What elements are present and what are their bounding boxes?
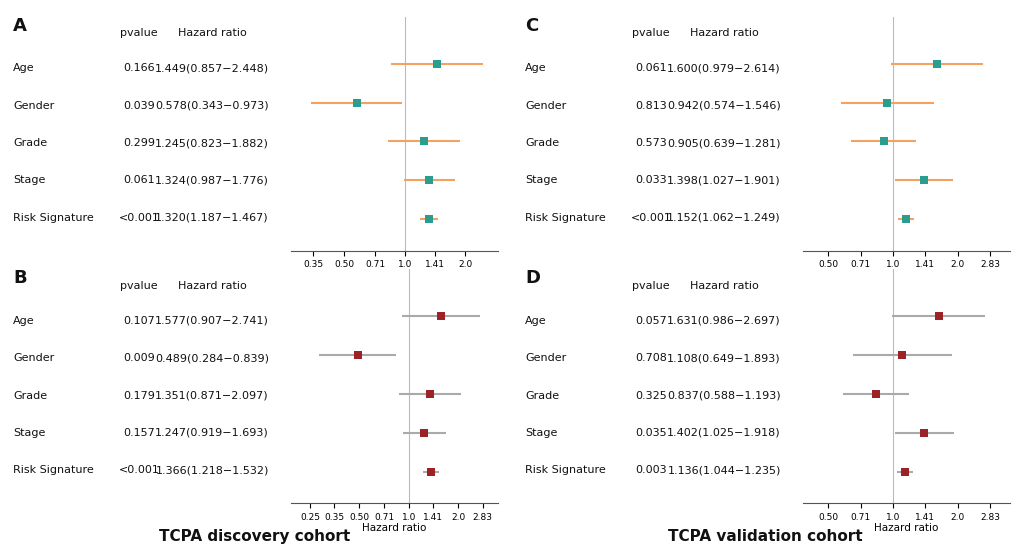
Text: <0.001: <0.001 bbox=[118, 465, 159, 475]
Text: 1.366(1.218−1.532): 1.366(1.218−1.532) bbox=[155, 465, 268, 475]
Text: pvalue: pvalue bbox=[120, 281, 158, 291]
Text: TCPA discovery cohort: TCPA discovery cohort bbox=[159, 529, 351, 544]
Text: C: C bbox=[525, 17, 538, 35]
Text: B: B bbox=[13, 269, 26, 287]
Text: Gender: Gender bbox=[525, 353, 566, 363]
Text: Stage: Stage bbox=[13, 176, 45, 186]
Text: 0.107: 0.107 bbox=[123, 316, 155, 326]
Text: 0.299: 0.299 bbox=[123, 138, 155, 148]
Text: 1.247(0.919−1.693): 1.247(0.919−1.693) bbox=[155, 428, 269, 438]
Text: Stage: Stage bbox=[525, 428, 556, 438]
Text: 0.166: 0.166 bbox=[123, 63, 155, 73]
Text: 0.905(0.639−1.281): 0.905(0.639−1.281) bbox=[666, 138, 781, 148]
Text: 0.837(0.588−1.193): 0.837(0.588−1.193) bbox=[666, 391, 781, 401]
Text: 1.320(1.187−1.467): 1.320(1.187−1.467) bbox=[155, 213, 269, 223]
Text: Gender: Gender bbox=[13, 353, 54, 363]
Text: 1.324(0.987−1.776): 1.324(0.987−1.776) bbox=[155, 176, 269, 186]
Text: 1.449(0.857−2.448): 1.449(0.857−2.448) bbox=[155, 63, 269, 73]
Text: <0.001: <0.001 bbox=[118, 213, 159, 223]
Text: A: A bbox=[13, 17, 26, 35]
Text: 1.577(0.907−2.741): 1.577(0.907−2.741) bbox=[155, 316, 269, 326]
Text: Age: Age bbox=[13, 316, 35, 326]
Text: Stage: Stage bbox=[525, 176, 556, 186]
Text: 1.351(0.871−2.097): 1.351(0.871−2.097) bbox=[155, 391, 269, 401]
Text: 0.009: 0.009 bbox=[123, 353, 155, 363]
Text: Stage: Stage bbox=[13, 428, 45, 438]
Text: 0.573: 0.573 bbox=[635, 138, 666, 148]
Text: 0.708: 0.708 bbox=[635, 353, 666, 363]
Text: 1.398(1.027−1.901): 1.398(1.027−1.901) bbox=[666, 176, 781, 186]
Text: Grade: Grade bbox=[525, 138, 558, 148]
Text: 0.325: 0.325 bbox=[635, 391, 666, 401]
X-axis label: Hazard ratio: Hazard ratio bbox=[362, 523, 426, 533]
X-axis label: Hazard ratio: Hazard ratio bbox=[362, 271, 426, 281]
Text: 1.631(0.986−2.697): 1.631(0.986−2.697) bbox=[666, 316, 781, 326]
Text: 0.035: 0.035 bbox=[635, 428, 666, 438]
X-axis label: Hazard ratio: Hazard ratio bbox=[873, 271, 937, 281]
Text: Gender: Gender bbox=[13, 101, 54, 111]
Text: Risk Signature: Risk Signature bbox=[525, 213, 605, 223]
Text: Hazard ratio: Hazard ratio bbox=[177, 28, 247, 38]
Text: D: D bbox=[525, 269, 539, 287]
Text: Hazard ratio: Hazard ratio bbox=[689, 281, 758, 291]
Text: Risk Signature: Risk Signature bbox=[525, 465, 605, 475]
Text: pvalue: pvalue bbox=[632, 28, 669, 38]
X-axis label: Hazard ratio: Hazard ratio bbox=[873, 523, 937, 533]
Text: 0.813: 0.813 bbox=[635, 101, 666, 111]
Text: Age: Age bbox=[525, 63, 546, 73]
Text: Age: Age bbox=[525, 316, 546, 326]
Text: 1.402(1.025−1.918): 1.402(1.025−1.918) bbox=[666, 428, 781, 438]
Text: 0.061: 0.061 bbox=[123, 176, 155, 186]
Text: Age: Age bbox=[13, 63, 35, 73]
Text: 0.157: 0.157 bbox=[123, 428, 155, 438]
Text: Gender: Gender bbox=[525, 101, 566, 111]
Text: 0.942(0.574−1.546): 0.942(0.574−1.546) bbox=[666, 101, 781, 111]
Text: 0.061: 0.061 bbox=[635, 63, 666, 73]
Text: 1.152(1.062−1.249): 1.152(1.062−1.249) bbox=[666, 213, 781, 223]
Text: 0.179: 0.179 bbox=[123, 391, 155, 401]
Text: 0.003: 0.003 bbox=[635, 465, 666, 475]
Text: 1.108(0.649−1.893): 1.108(0.649−1.893) bbox=[666, 353, 781, 363]
Text: Hazard ratio: Hazard ratio bbox=[689, 28, 758, 38]
Text: Grade: Grade bbox=[13, 138, 47, 148]
Text: Risk Signature: Risk Signature bbox=[13, 213, 94, 223]
Text: pvalue: pvalue bbox=[120, 28, 158, 38]
Text: pvalue: pvalue bbox=[632, 281, 669, 291]
Text: 0.578(0.343−0.973): 0.578(0.343−0.973) bbox=[155, 101, 269, 111]
Text: 0.039: 0.039 bbox=[123, 101, 155, 111]
Text: Risk Signature: Risk Signature bbox=[13, 465, 94, 475]
Text: 1.245(0.823−1.882): 1.245(0.823−1.882) bbox=[155, 138, 269, 148]
Text: 1.136(1.044−1.235): 1.136(1.044−1.235) bbox=[666, 465, 780, 475]
Text: 0.057: 0.057 bbox=[635, 316, 666, 326]
Text: Grade: Grade bbox=[525, 391, 558, 401]
Text: TCPA validation cohort: TCPA validation cohort bbox=[667, 529, 861, 544]
Text: <0.001: <0.001 bbox=[630, 213, 671, 223]
Text: Grade: Grade bbox=[13, 391, 47, 401]
Text: 0.489(0.284−0.839): 0.489(0.284−0.839) bbox=[155, 353, 269, 363]
Text: Hazard ratio: Hazard ratio bbox=[177, 281, 247, 291]
Text: 1.600(0.979−2.614): 1.600(0.979−2.614) bbox=[666, 63, 781, 73]
Text: 0.033: 0.033 bbox=[635, 176, 666, 186]
